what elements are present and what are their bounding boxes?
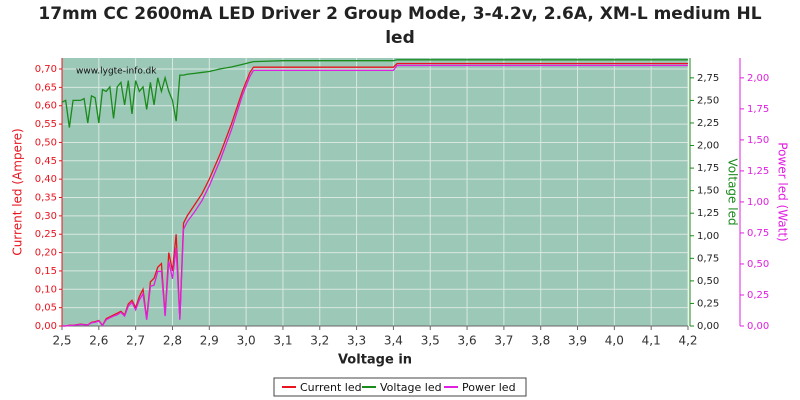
y-tick-label: 0,60 bbox=[35, 101, 57, 112]
y2-tick-label: 0,75 bbox=[697, 253, 719, 264]
y-tick-label: 0,35 bbox=[35, 193, 57, 204]
x-tick-label: 2,5 bbox=[52, 334, 71, 348]
y-tick-label: 0,30 bbox=[35, 211, 57, 222]
y3-tick-label: 0,00 bbox=[747, 321, 769, 332]
x-tick-label: 3,3 bbox=[347, 334, 366, 348]
x-tick-label: 4,2 bbox=[678, 334, 697, 348]
y2-tick-label: 0,00 bbox=[697, 321, 719, 332]
y3-tick-label: 2,00 bbox=[747, 73, 769, 84]
y2-axis-label: Voltage led bbox=[726, 158, 740, 225]
x-tick-label: 3,2 bbox=[310, 334, 329, 348]
x-tick-label: 3,8 bbox=[531, 334, 550, 348]
y3-tick-label: 1,00 bbox=[747, 197, 769, 208]
y-tick-label: 0,40 bbox=[35, 174, 57, 185]
y2-tick-label: 2,25 bbox=[697, 118, 719, 129]
x-axis-label: Voltage in bbox=[338, 353, 412, 368]
y-axis-label: Current led (Ampere) bbox=[11, 128, 25, 255]
y2-tick-label: 0,25 bbox=[697, 298, 719, 309]
series-line bbox=[61, 59, 688, 128]
y3-tick-label: 0,75 bbox=[747, 228, 769, 239]
x-tick-label: 3,0 bbox=[237, 334, 256, 348]
x-tick-label: 4,0 bbox=[605, 334, 624, 348]
x-tick-label: 2,7 bbox=[126, 334, 145, 348]
x-tick-label: 3,6 bbox=[458, 334, 477, 348]
legend-label: Power led bbox=[462, 381, 516, 394]
y2-tick-label: 2,50 bbox=[697, 95, 719, 106]
y3-tick-label: 1,75 bbox=[747, 104, 769, 115]
y-tick-label: 0,70 bbox=[35, 64, 57, 75]
y2-tick-label: 1,50 bbox=[697, 186, 719, 197]
y3-tick-label: 0,25 bbox=[747, 290, 769, 301]
plot-area bbox=[62, 58, 688, 326]
watermark: www.lygte-info.dk bbox=[76, 67, 157, 77]
y-tick-label: 0,15 bbox=[35, 266, 57, 277]
y2-tick-label: 2,00 bbox=[697, 141, 719, 152]
x-tick-label: 3,7 bbox=[494, 334, 513, 348]
y-tick-label: 0,65 bbox=[35, 82, 57, 93]
y3-axis-label: Power led (Watt) bbox=[776, 142, 790, 241]
y3-tick-label: 0,50 bbox=[747, 259, 769, 270]
legend-box bbox=[273, 377, 527, 397]
y3-tick-label: 1,25 bbox=[747, 166, 769, 177]
y-tick-label: 0,05 bbox=[35, 303, 57, 314]
x-tick-label: 2,8 bbox=[163, 334, 182, 348]
x-tick-label: 3,4 bbox=[384, 334, 403, 348]
y2-tick-label: 0,50 bbox=[697, 276, 719, 287]
y-tick-label: 0,25 bbox=[35, 229, 57, 240]
x-tick-label: 4,1 bbox=[642, 334, 661, 348]
y2-tick-label: 1,00 bbox=[697, 231, 719, 242]
x-tick-label: 2,6 bbox=[89, 334, 108, 348]
series-line bbox=[62, 64, 688, 327]
y-tick-label: 0,20 bbox=[35, 248, 57, 259]
y2-tick-label: 1,75 bbox=[697, 163, 719, 174]
x-tick-label: 3,9 bbox=[568, 334, 587, 348]
legend-label: Current led bbox=[300, 381, 362, 394]
y-tick-label: 0,45 bbox=[35, 156, 57, 167]
x-tick-label: 3,5 bbox=[421, 334, 440, 348]
y-tick-label: 0,10 bbox=[35, 284, 57, 295]
y3-tick-label: 1,50 bbox=[747, 135, 769, 146]
y-tick-label: 0,50 bbox=[35, 137, 57, 148]
y-tick-label: 0,55 bbox=[35, 119, 57, 130]
x-tick-label: 2,9 bbox=[200, 334, 219, 348]
y-tick-label: 0,00 bbox=[35, 321, 57, 332]
x-tick-label: 3,1 bbox=[273, 334, 292, 348]
y2-tick-label: 1,25 bbox=[697, 208, 719, 219]
chart-title: 17mm CC 2600mA LED Driver 2 Group Mode, … bbox=[38, 4, 762, 48]
y2-tick-label: 2,75 bbox=[697, 73, 719, 84]
legend-label: Voltage led bbox=[380, 381, 442, 394]
series-line bbox=[62, 62, 688, 327]
